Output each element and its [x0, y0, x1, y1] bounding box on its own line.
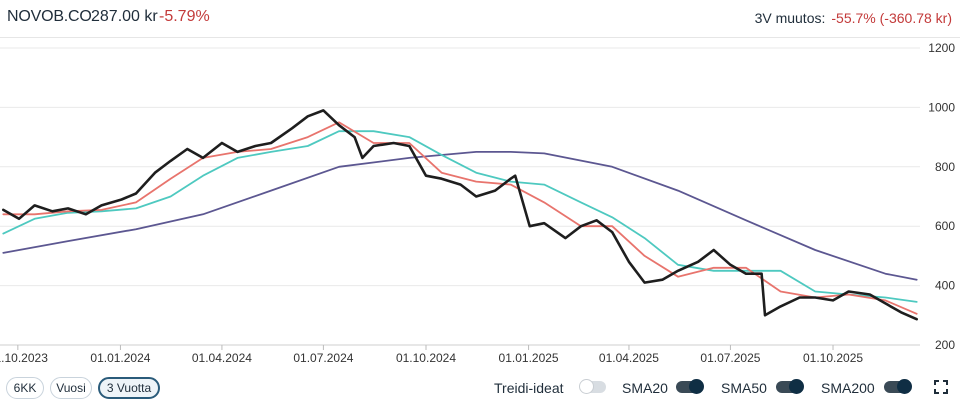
x-tick-label: 01.04.2025 [599, 351, 659, 365]
y-tick-label: 400 [935, 279, 955, 293]
series-line-sma200 [2, 150, 918, 281]
toggle-knob [689, 379, 704, 394]
range-button-6kk[interactable]: 6KK [6, 377, 44, 399]
series-line-sma50 [2, 130, 918, 303]
y-tick-label: 800 [935, 160, 955, 174]
header-bar: NOVOB.CO 287.00 kr -5.79% 3V muutos: -55.… [0, 0, 960, 38]
series-line-sma20 [2, 121, 918, 315]
y-tick-label: 200 [935, 338, 955, 352]
x-tick-label: 01.10.2025 [803, 351, 863, 365]
toggle-sma20[interactable] [676, 379, 704, 394]
toggle-knob [579, 379, 594, 394]
range-button-vuosi[interactable]: Vuosi [50, 377, 92, 399]
x-tick-label: 01.07.2025 [700, 351, 760, 365]
price-chart[interactable]: 1200 1000 800 600 400 200 01.10.2023 01.01.202… [0, 38, 960, 368]
performance-label: 3V muutos: [754, 10, 826, 26]
toggle-knob [789, 379, 804, 394]
x-tick-label: 01.10.2023 [0, 351, 48, 365]
range-button-3-vuotta[interactable]: 3 Vuotta [98, 377, 160, 399]
toggle-label-sma200: SMA200 [821, 380, 875, 396]
toggle-sma50[interactable] [776, 379, 804, 394]
toggle-label-sma50: SMA50 [721, 380, 767, 396]
toggle-knob [897, 379, 912, 394]
toggle-treidi-ideat[interactable] [579, 379, 606, 394]
x-tick-label: 01.07.2024 [293, 351, 353, 365]
ticker-symbol: NOVOB.CO [7, 8, 92, 25]
chart-controls: 6KK Vuosi 3 Vuotta Treidi-ideat SMA20 SM… [0, 370, 960, 403]
fullscreen-icon[interactable] [934, 380, 948, 394]
performance-value: -55.7% (-360.78 kr) [831, 10, 952, 26]
toggle-label-sma20: SMA20 [622, 380, 668, 396]
daily-change: -5.79% [159, 8, 210, 25]
y-tick-label: 600 [935, 219, 955, 233]
y-tick-label: 1000 [928, 100, 955, 114]
x-tick-label: 01.01.2025 [499, 351, 559, 365]
toggle-sma200[interactable] [884, 379, 912, 394]
x-tick-label: 01.10.2024 [396, 351, 456, 365]
current-price: 287.00 kr [91, 8, 158, 25]
toggle-label-treidi-ideat: Treidi-ideat [494, 380, 564, 396]
x-tick-label: 01.01.2024 [90, 351, 150, 365]
price-chart-svg[interactable]: 1200 1000 800 600 400 200 01.10.2023 01.01.202… [0, 38, 960, 368]
performance-summary: 3V muutos: -55.7% (-360.78 kr) [755, 10, 952, 26]
x-tick-label: 01.04.2024 [192, 351, 252, 365]
series-line-novob-co [1, 109, 919, 321]
y-tick-label: 1200 [928, 41, 955, 55]
